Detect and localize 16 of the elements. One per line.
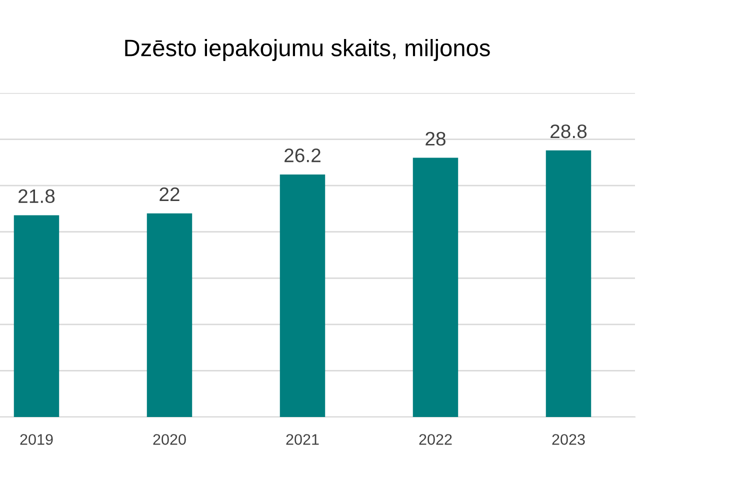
chart-title: Dzēsto iepakojumu skaits, miljonos [125,38,490,62]
data-label: 28 [426,132,446,146]
data-label: 22 [160,187,180,201]
x-tick-label: 2020 [153,434,186,445]
data-label: 28.8 [550,124,587,138]
x-tick-label: 2019 [20,434,53,445]
bar [412,158,458,417]
x-tick-label: 2022 [419,434,452,445]
bar [280,174,326,417]
x-tick-label: 2021 [286,434,319,445]
data-label: 26.2 [284,148,320,162]
bar [146,213,192,417]
x-tick-label: 2023 [552,434,585,445]
data-label: 21.8 [18,189,55,204]
bar [14,215,60,417]
bar [546,150,592,417]
